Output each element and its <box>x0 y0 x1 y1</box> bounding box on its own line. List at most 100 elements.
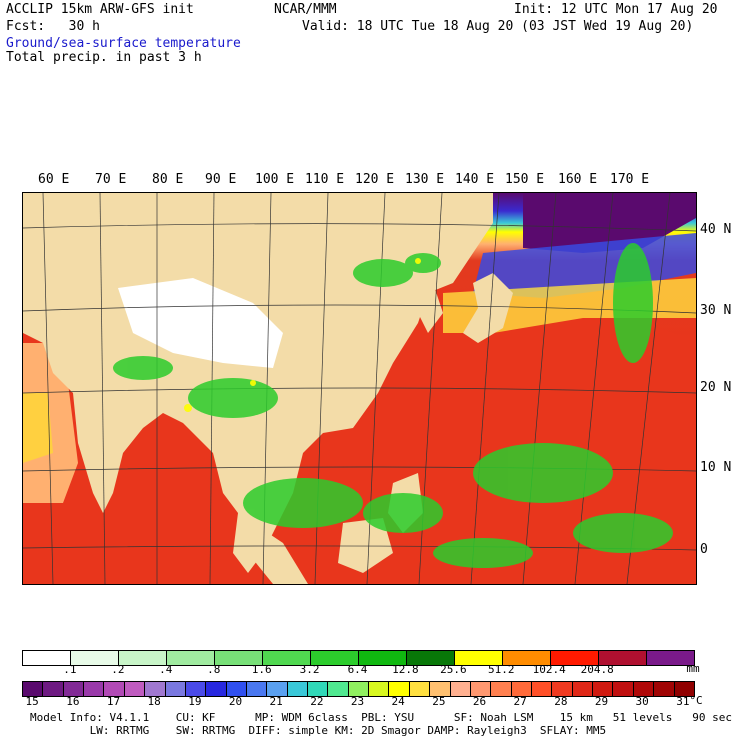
temperature-unit: °C <box>689 694 703 707</box>
colorbar-cell <box>531 682 553 696</box>
colorbar-cell <box>328 682 349 696</box>
colorbar-cell <box>84 682 105 696</box>
colorbar-cell <box>551 651 599 665</box>
lon-label: 160 E <box>558 172 598 187</box>
colorbar-tick: 12.8 <box>392 663 419 676</box>
colorbar-tick: .1 <box>63 663 77 676</box>
colorbar-cell <box>633 682 655 696</box>
colorbar-cell <box>552 682 573 696</box>
lon-label: 90 E <box>205 172 237 187</box>
colorbar-cell <box>185 682 207 696</box>
colorbar-tick: 204.8 <box>580 663 614 676</box>
lon-label: 80 E <box>152 172 184 187</box>
colorbar-cell <box>124 682 146 696</box>
colorbar-cell <box>359 651 407 665</box>
colorbar-cell <box>165 682 186 696</box>
colorbar-cell <box>369 682 390 696</box>
field-title-precip: Total precip. in past 3 h <box>6 50 202 65</box>
colorbar-tick: 15 <box>25 695 39 708</box>
colorbar-cell <box>311 651 359 665</box>
colorbar-tick: 31 <box>676 695 690 708</box>
colorbar-cell <box>503 651 551 665</box>
colorbar-cell <box>267 682 288 696</box>
colorbar-tick: .4 <box>159 663 173 676</box>
colorbar-cell <box>119 651 167 665</box>
colorbar-tick: 24 <box>391 695 405 708</box>
colorbar-tick: 51.2 <box>488 663 515 676</box>
colorbar-cell <box>167 651 215 665</box>
colorbar-tick: .8 <box>207 663 221 676</box>
colorbar-cell <box>593 682 614 696</box>
precip-colorbar <box>22 650 695 666</box>
colorbar-cell <box>511 682 532 696</box>
precip-areas <box>113 243 673 568</box>
colorbar-tick: 102.4 <box>532 663 566 676</box>
heavy-precip-spots <box>184 258 421 412</box>
precip-unit: mm <box>686 662 700 675</box>
colorbar-tick: 25 <box>432 695 446 708</box>
organization-label: NCAR/MMM <box>274 2 337 17</box>
colorbar-tick: 6.4 <box>347 663 368 676</box>
lon-label: 120 E <box>355 172 395 187</box>
tibet-plateau <box>118 278 283 368</box>
colorbar-tick: 18 <box>147 695 161 708</box>
lat-label: 40 N <box>700 222 732 237</box>
colorbar-cell <box>613 682 634 696</box>
lat-label: 10 N <box>700 460 732 475</box>
model-info-line1: Model Info: V4.1.1 CU: KF MP: WDM 6class… <box>30 711 732 724</box>
colorbar-cell <box>430 682 451 696</box>
lon-label: 170 E <box>610 172 650 187</box>
colorbar-cell <box>246 682 268 696</box>
lon-label: 70 E <box>95 172 127 187</box>
colorbar-tick: 21 <box>269 695 283 708</box>
temperature-colorbar <box>22 681 695 697</box>
colorbar-cell <box>71 651 119 665</box>
colorbar-cell <box>572 682 594 696</box>
colorbar-tick: 16 <box>66 695 80 708</box>
colorbar-tick: 1.6 <box>251 663 272 676</box>
lon-label: 100 E <box>255 172 295 187</box>
arabian-coast <box>23 393 53 463</box>
colorbar-cell <box>43 682 64 696</box>
colorbar-cell <box>63 682 85 696</box>
colorbar-cell <box>308 682 329 696</box>
colorbar-cell <box>491 682 512 696</box>
lat-label: 20 N <box>700 380 732 395</box>
colorbar-cell <box>226 682 247 696</box>
colorbar-tick: 23 <box>350 695 365 708</box>
colorbar-cell <box>470 682 492 696</box>
colorbar-tick: 27 <box>513 695 527 708</box>
colorbar-tick: .2 <box>111 663 125 676</box>
map-canvas <box>23 193 696 584</box>
lon-label: 110 E <box>305 172 345 187</box>
colorbar-cell <box>455 651 503 665</box>
colorbar-tick: 28 <box>554 695 568 708</box>
colorbar-cell <box>389 682 410 696</box>
init-time: Init: 12 UTC Mon 17 Aug 20 <box>514 2 718 17</box>
colorbar-cell <box>599 651 647 665</box>
lon-label: 130 E <box>405 172 445 187</box>
lon-label: 150 E <box>505 172 545 187</box>
lat-label: 30 N <box>700 303 732 318</box>
colorbar-tick: 17 <box>106 695 121 708</box>
colorbar-tick: 19 <box>188 695 202 708</box>
run-title: ACCLIP 15km ARW-GFS init <box>6 2 194 17</box>
colorbar-cell <box>215 651 263 665</box>
colorbar-tick: 25.6 <box>440 663 467 676</box>
forecast-hour: Fcst: 30 h <box>6 19 100 34</box>
field-title-temperature: Ground/sea-surface temperature <box>6 36 241 51</box>
lon-label: 60 E <box>38 172 70 187</box>
lat-label: 0 <box>700 542 708 557</box>
japan <box>463 273 513 343</box>
colorbar-cell <box>654 682 675 696</box>
colorbar-cell <box>23 651 71 665</box>
colorbar-cell <box>647 651 694 665</box>
colorbar-cell <box>23 682 44 696</box>
lon-label: 140 E <box>455 172 495 187</box>
valid-time: Valid: 18 UTC Tue 18 Aug 20 (03 JST Wed … <box>302 19 694 34</box>
colorbar-tick: 30 <box>635 695 649 708</box>
weather-map <box>22 192 697 585</box>
colorbar-cell <box>287 682 309 696</box>
colorbar-cell <box>407 651 455 665</box>
colorbar-cell <box>145 682 166 696</box>
